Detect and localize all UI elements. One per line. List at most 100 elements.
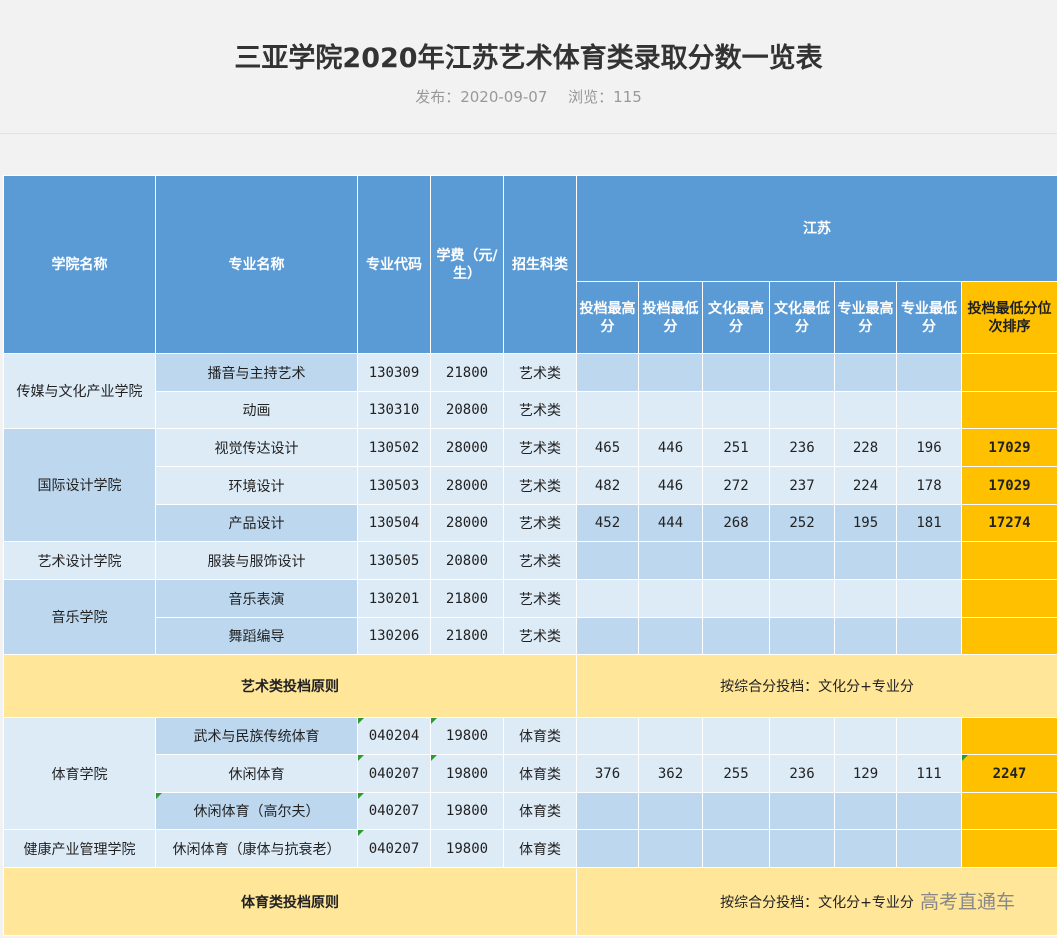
score-cell	[576, 391, 639, 429]
publish-date: 发布：2020-09-07	[415, 88, 548, 106]
header-wen-min: 文化最低分	[769, 281, 835, 354]
college-cell: 国际设计学院	[3, 428, 156, 542]
header-row-1: 学院名称 专业名称 专业代码 学费（元/生） 招生科类 江苏	[3, 175, 1057, 354]
fee-cell: 28000	[430, 466, 504, 505]
score-cell	[896, 617, 962, 655]
major-cell: 动画	[155, 391, 358, 429]
code-cell: 040207	[357, 792, 431, 830]
score-cell	[769, 617, 835, 655]
header-tou-min: 投档最低分	[638, 281, 703, 354]
score-cell	[576, 353, 639, 392]
major-cell: 播音与主持艺术	[155, 353, 358, 392]
rank-cell: 2247	[960, 754, 1057, 793]
score-cell	[834, 617, 897, 655]
score-cell: 446	[638, 428, 703, 467]
header-rank: 投档最低分位次排序	[960, 281, 1057, 354]
header-category: 招生科类	[503, 175, 577, 354]
score-cell: 362	[638, 754, 703, 793]
major-cell: 产品设计	[155, 504, 358, 542]
rank-cell	[960, 792, 1057, 830]
score-cell	[896, 717, 962, 755]
score-cell	[576, 717, 639, 755]
category-cell: 体育类	[503, 829, 577, 868]
score-cell	[576, 617, 639, 655]
header-row-2: 投档最高分 投档最低分 文化最高分 文化最低分 专业最高分 专业最低分 投档最低…	[4, 281, 1057, 354]
major-cell: 武术与民族传统体育	[155, 717, 358, 755]
header-zhuan-max: 专业最高分	[834, 281, 897, 354]
code-cell: 130502	[357, 428, 431, 467]
fee-cell: 21800	[430, 353, 504, 392]
code-cell: 130309	[357, 353, 431, 392]
major-cell: 视觉传达设计	[155, 428, 358, 467]
category-cell: 艺术类	[503, 579, 577, 618]
score-cell	[896, 792, 962, 830]
score-cell: 446	[638, 466, 703, 505]
code-cell: 130504	[357, 504, 431, 542]
fee-cell: 19800	[430, 754, 504, 793]
score-cell	[638, 391, 703, 429]
score-cell	[896, 829, 962, 868]
table-row: 音乐学院 音乐表演 130201 21800 艺术类	[3, 579, 1057, 655]
article-header: 三亚学院2020年江苏艺术体育类录取分数一览表 发布：2020-09-07 浏览…	[0, 0, 1057, 134]
major-cell: 服装与服饰设计	[155, 541, 358, 580]
score-cell: 482	[576, 466, 639, 505]
table-row: 传媒与文化产业学院 播音与主持艺术 130309 21800 艺术类	[3, 353, 1057, 429]
category-cell: 体育类	[503, 792, 577, 830]
code-cell: 040207	[357, 829, 431, 868]
score-cell: 255	[702, 754, 770, 793]
score-cell: 129	[834, 754, 897, 793]
view-count: 浏览：115	[568, 88, 642, 106]
score-cell: 111	[896, 754, 962, 793]
major-cell: 休闲体育（高尔夫）	[155, 792, 358, 830]
table-row: 体育学院 武术与民族传统体育 040204 19800 体育类	[3, 717, 1057, 830]
category-cell: 艺术类	[503, 541, 577, 580]
category-cell: 体育类	[503, 754, 577, 793]
score-cell	[702, 792, 770, 830]
rank-cell: 17274	[960, 504, 1057, 542]
fee-cell: 19800	[430, 829, 504, 868]
score-cell: 444	[638, 504, 703, 542]
college-cell: 健康产业管理学院	[3, 829, 156, 868]
code-cell: 040207	[357, 754, 431, 793]
college-cell: 音乐学院	[3, 579, 156, 655]
score-cell	[702, 541, 770, 580]
score-cell	[769, 717, 835, 755]
score-cell: 224	[834, 466, 897, 505]
score-cell	[638, 541, 703, 580]
fee-cell: 21800	[430, 579, 504, 618]
fee-cell: 21800	[430, 617, 504, 655]
score-cell	[834, 792, 897, 830]
table-row: 休闲体育 040207 19800 体育类 376 362 255 236 12…	[4, 754, 1057, 793]
college-cell: 艺术设计学院	[3, 541, 156, 580]
table-row: 健康产业管理学院 休闲体育（康体与抗衰老） 040207 19800 体育类	[3, 829, 1057, 868]
score-cell	[638, 617, 703, 655]
score-cell	[834, 353, 897, 392]
table-row: 休闲体育（高尔夫） 040207 19800 体育类	[4, 792, 1057, 830]
header-fee: 学费（元/生）	[430, 175, 504, 354]
sport-rule-text: 按综合分投档：文化分+专业分	[575, 867, 1057, 936]
score-cell	[576, 541, 639, 580]
score-cell	[834, 829, 897, 868]
code-cell: 130201	[357, 579, 431, 618]
score-cell	[769, 541, 835, 580]
score-cell: 251	[702, 428, 770, 467]
category-cell: 艺术类	[503, 504, 577, 542]
score-cell	[769, 391, 835, 429]
admission-score-table: 学院名称 专业名称 专业代码 学费（元/生） 招生科类 江苏 投档最高分 投档最…	[3, 175, 1057, 936]
category-cell: 艺术类	[503, 617, 577, 655]
rank-cell	[960, 617, 1057, 655]
major-cell: 环境设计	[155, 466, 358, 505]
score-cell: 195	[834, 504, 897, 542]
code-cell: 040204	[357, 717, 431, 755]
score-cell: 178	[896, 466, 962, 505]
major-cell: 休闲体育（康体与抗衰老）	[155, 829, 358, 868]
header-college: 学院名称	[3, 175, 156, 354]
table-row: 舞蹈编导 130206 21800 艺术类	[4, 617, 1057, 655]
score-cell: 236	[769, 754, 835, 793]
article-meta: 发布：2020-09-07 浏览：115	[0, 86, 1057, 107]
score-cell	[834, 391, 897, 429]
fee-cell: 20800	[430, 541, 504, 580]
header-major: 专业名称	[155, 175, 358, 354]
major-cell: 音乐表演	[155, 579, 358, 618]
header-wen-max: 文化最高分	[702, 281, 770, 354]
